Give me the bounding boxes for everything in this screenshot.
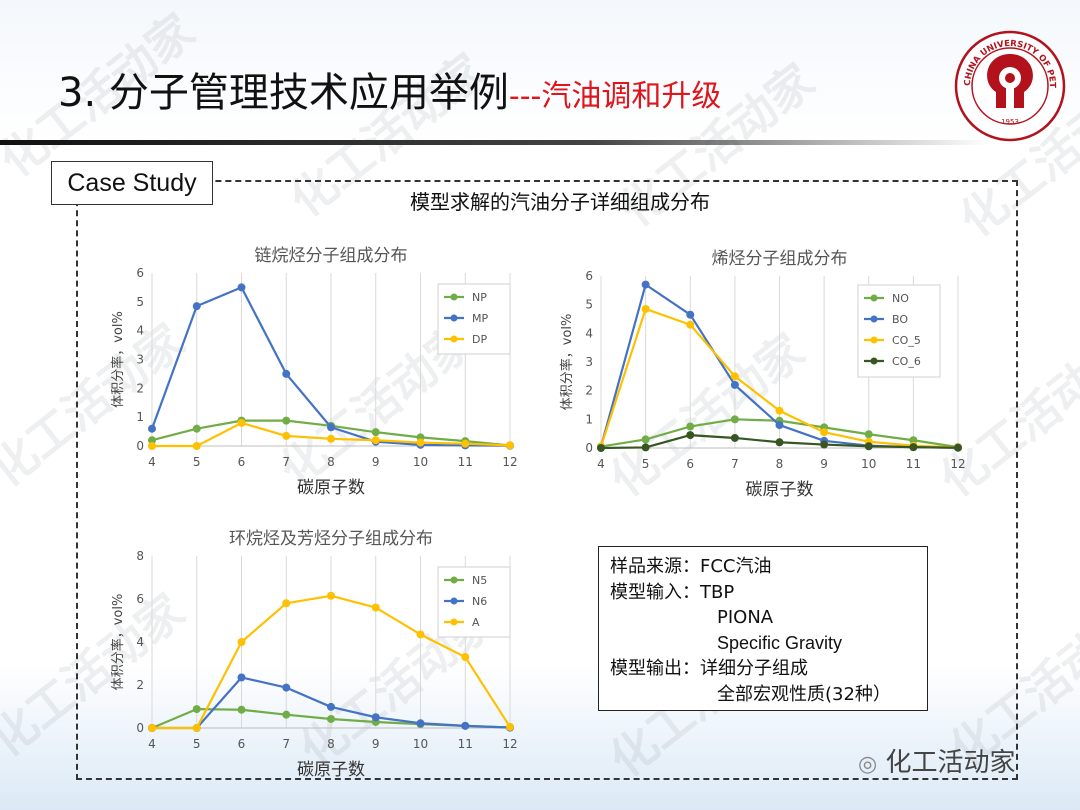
footer-brand: ◎ 化工活动家 <box>858 742 1015 779</box>
slide-title-main: 3. 分子管理技术应用举例 <box>58 70 509 116</box>
case-study-label: Case Study <box>51 161 213 205</box>
info-line: 模型输出：详细分子组成 <box>610 658 808 679</box>
info-line: 全部宏观性质(32种） <box>717 683 891 705</box>
info-line: 样品来源：FCC汽油 <box>610 556 772 577</box>
footer-brand-text: 化工活动家 <box>885 748 1016 778</box>
info-box: 样品来源：FCC汽油 模型输入：TBP PIONA Specific Gravi… <box>598 546 928 711</box>
case-study-frame <box>76 180 1018 780</box>
slide-title: 3. 分子管理技术应用举例---汽油调和升级 <box>58 60 721 118</box>
info-line: Specific Gravity <box>717 632 843 653</box>
university-logo: CHINA UNIVERSITY OF PETROLEUM 1953 <box>954 30 1066 142</box>
slide-title-sub: ---汽油调和升级 <box>508 79 722 114</box>
title-underline <box>0 140 990 145</box>
wechat-icon: ◎ <box>858 752 878 777</box>
section-title: 模型求解的汽油分子详细组成分布 <box>410 190 710 214</box>
info-line: PIONA <box>717 607 774 628</box>
info-line: 模型输入：TBP <box>610 581 735 603</box>
logo-year: 1953 <box>1001 118 1019 126</box>
